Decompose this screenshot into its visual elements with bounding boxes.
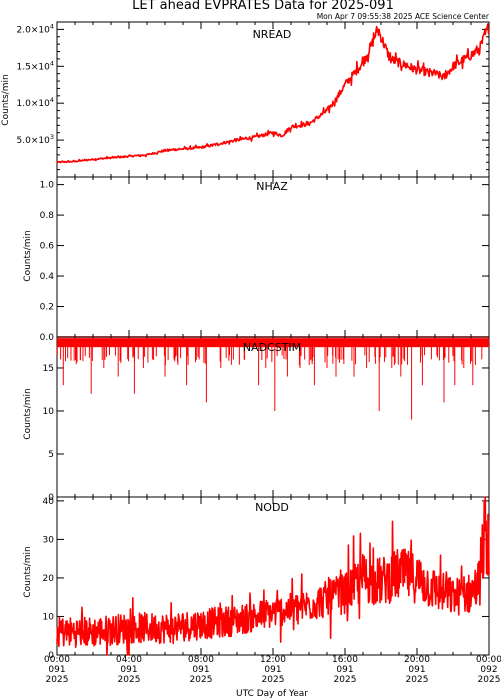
x-tick-label: 2025 xyxy=(190,675,213,685)
nodd-y-tick-label: 10 xyxy=(43,612,55,622)
nadcstim-frame xyxy=(56,336,490,498)
x-tick-label: 2025 xyxy=(46,675,69,685)
x-tick-label: 091 xyxy=(192,665,209,675)
nhaz-y-tick-label: 0.0 xyxy=(40,333,55,343)
x-tick-label: 08:00 xyxy=(188,655,214,665)
nhaz-y-tick-label: 0.8 xyxy=(40,211,55,221)
x-axis-label: UTC Day of Year xyxy=(236,689,308,699)
x-tick-label: 00:00 xyxy=(476,655,501,665)
nread-y-tick-label: 1.0×104 xyxy=(17,96,54,109)
nhaz-y-axis-label: Counts/min xyxy=(23,230,33,281)
x-tick-label: 091 xyxy=(48,665,65,675)
x-tick-label: 091 xyxy=(120,665,137,675)
nhaz-y-tick-label: 0.4 xyxy=(40,272,55,282)
nread-y-axis-label: Counts/min xyxy=(1,74,11,125)
nadcstim-baseline-band xyxy=(57,338,489,348)
panel-nadcstim: 0 5 10 15 NADCSTIM Counts/min xyxy=(23,336,490,503)
nread-frame xyxy=(56,21,490,178)
nhaz-y-tick-label: 1.0 xyxy=(40,181,55,191)
nread-y-tick-label: 1.5×104 xyxy=(17,59,54,72)
x-tick-label: 2025 xyxy=(478,675,501,685)
nodd-y-tick-label: 40 xyxy=(43,497,55,507)
x-tick-label: 20:00 xyxy=(404,655,430,665)
x-tick-label: 12:00 xyxy=(260,655,286,665)
nodd-y-tick-label: 30 xyxy=(43,535,55,545)
nread-series-line xyxy=(56,23,490,164)
nhaz-panel-label: NHAZ xyxy=(256,180,288,193)
nodd-panel-label: NODD xyxy=(255,501,289,514)
timestamp-label: Mon Apr 7 09:55:38 2025 ACE Science Cent… xyxy=(317,12,490,21)
nadcstim-y-axis-label: Counts/min xyxy=(23,388,33,439)
nodd-plot-area: 0 10 20 30 40 xyxy=(43,496,490,661)
nodd-y-axis-label: Counts/min xyxy=(23,546,33,597)
panel-nread: 5.0×103 1.0×104 1.5×104 2.0×104 NREAD Count… xyxy=(1,21,490,178)
nread-plot-area: 5.0×103 1.0×104 1.5×104 2.0×104 xyxy=(17,21,490,178)
nadcstim-y-tick-label: 10 xyxy=(43,407,55,417)
x-tick-label: 091 xyxy=(408,665,425,675)
nread-panel-label: NREAD xyxy=(253,28,292,41)
nhaz-y-tick-label: 0.6 xyxy=(40,242,55,252)
x-tick-label: 00:00 xyxy=(44,655,70,665)
nhaz-plot-area: 0.0 0.2 0.4 0.6 0.8 1.0 xyxy=(40,176,490,343)
nadcstim-y-tick-label: 0 xyxy=(48,493,54,503)
x-tick-label: 2025 xyxy=(118,675,141,685)
nodd-series-line xyxy=(56,496,490,656)
nhaz-frame xyxy=(56,176,490,338)
x-tick-label: 092 xyxy=(480,665,497,675)
nodd-y-tick-label: 0 xyxy=(48,651,54,661)
panel-nhaz: 0.0 0.2 0.4 0.6 0.8 1.0 NHAZ Counts/min xyxy=(23,176,490,343)
nhaz-y-tick-label: 0.2 xyxy=(40,303,54,313)
nadcstim-y-tick-label: 5 xyxy=(48,450,54,460)
nadcstim-panel-label: NADCSTIM xyxy=(243,341,301,354)
x-tick-label: 16:00 xyxy=(332,655,358,665)
x-tick-labels: 00:00091202504:00091202508:00091202512:0… xyxy=(44,655,501,685)
x-tick-label: 2025 xyxy=(334,675,357,685)
x-tick-label: 2025 xyxy=(406,675,429,685)
nread-y-tick-label: 5.0×103 xyxy=(17,133,54,146)
nadcstim-y-tick-label: 15 xyxy=(43,364,54,374)
figure-title: LET ahead EVPRATES Data for 2025-091 xyxy=(132,0,394,13)
nodd-y-tick-label: 20 xyxy=(43,574,55,584)
x-tick-label: 091 xyxy=(336,665,353,675)
x-tick-label: 04:00 xyxy=(116,655,142,665)
x-tick-label: 091 xyxy=(264,665,281,675)
nread-y-tick-label: 2.0×104 xyxy=(17,22,54,35)
x-tick-label: 2025 xyxy=(262,675,285,685)
panel-nodd: 0 10 20 30 40 NODD Counts/min xyxy=(23,496,490,661)
nadcstim-plot-area: 0 5 10 15 xyxy=(43,336,490,503)
